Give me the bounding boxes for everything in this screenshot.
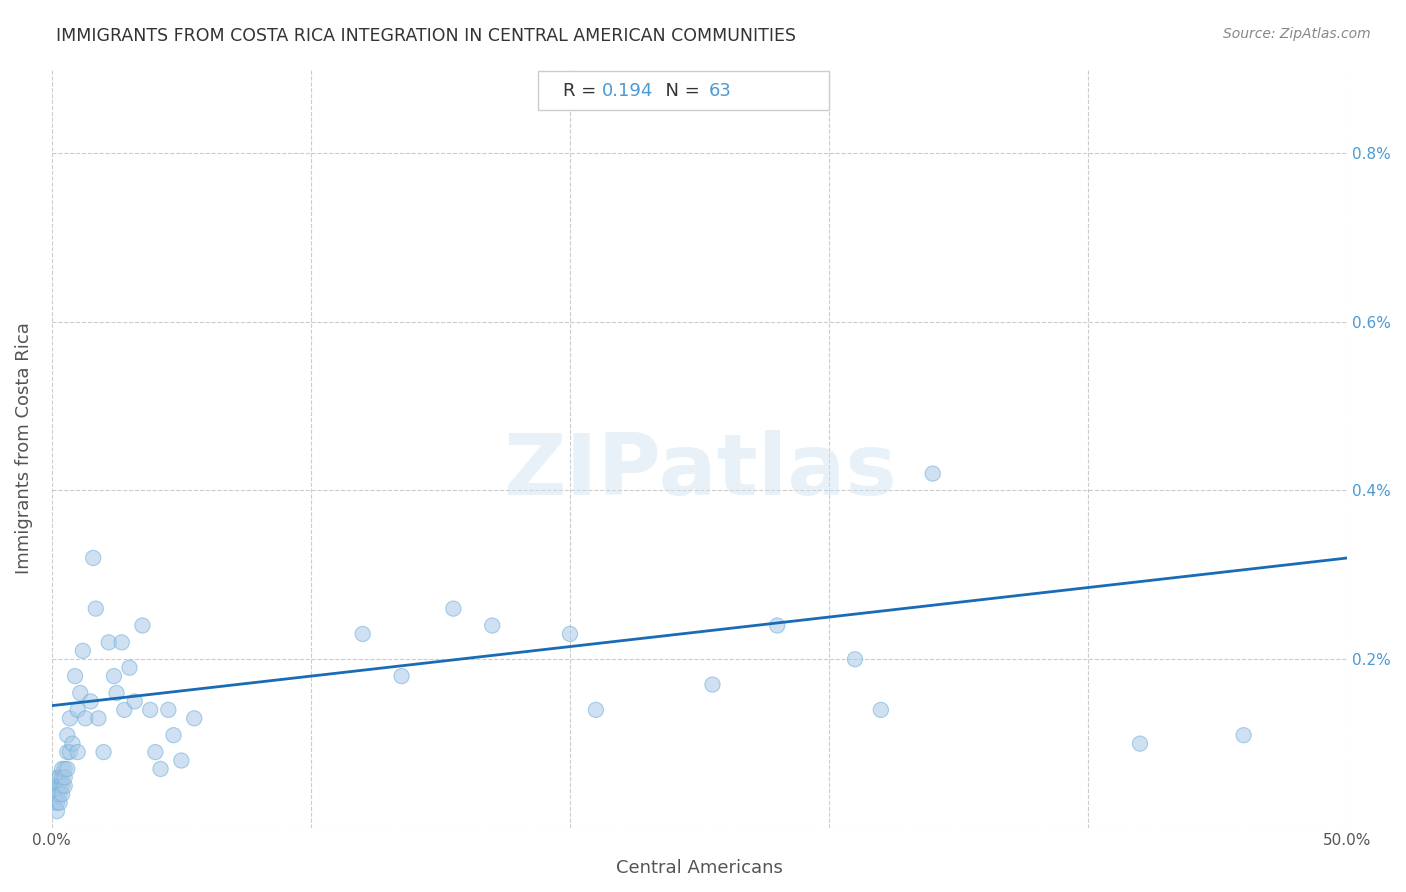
Point: [124, 694, 146, 708]
Point: [921, 467, 943, 481]
Point: [66, 745, 89, 759]
Text: R =: R =: [564, 81, 603, 100]
Point: [75, 711, 97, 725]
Point: [702, 677, 724, 691]
Point: [56, 762, 79, 776]
Point: [48, 771, 70, 785]
Point: [844, 652, 866, 666]
Point: [170, 754, 193, 768]
Point: [48, 796, 70, 810]
Point: [131, 618, 153, 632]
Text: IMMIGRANTS FROM COSTA RICA INTEGRATION IN CENTRAL AMERICAN COMMUNITIES: IMMIGRANTS FROM COSTA RICA INTEGRATION I…: [56, 27, 796, 45]
Y-axis label: Immigrants from Costa Rica: Immigrants from Costa Rica: [15, 322, 32, 574]
Point: [352, 627, 374, 641]
Point: [45, 787, 67, 801]
Point: [79, 694, 101, 708]
Point: [51, 762, 73, 776]
Point: [157, 703, 180, 717]
Point: [766, 618, 789, 632]
Point: [558, 627, 581, 641]
Point: [82, 551, 104, 566]
Point: [51, 771, 73, 785]
Point: [139, 703, 162, 717]
Point: [118, 661, 141, 675]
Point: [53, 779, 76, 793]
Point: [45, 771, 67, 785]
Point: [48, 779, 70, 793]
Point: [1233, 728, 1256, 742]
Point: [97, 635, 120, 649]
Point: [1129, 737, 1152, 751]
FancyBboxPatch shape: [537, 70, 830, 111]
Point: [93, 745, 115, 759]
Point: [51, 787, 73, 801]
Point: [183, 711, 205, 725]
Point: [162, 728, 184, 742]
Point: [44, 796, 66, 810]
Point: [103, 669, 125, 683]
Point: [112, 703, 135, 717]
Point: [111, 635, 134, 649]
Point: [105, 686, 128, 700]
Text: ZIPatlas: ZIPatlas: [502, 430, 897, 513]
Point: [56, 728, 79, 742]
Point: [45, 796, 67, 810]
Point: [149, 762, 172, 776]
Point: [585, 703, 607, 717]
Point: [391, 669, 413, 683]
Text: 0.194: 0.194: [602, 81, 654, 100]
Text: 63: 63: [709, 81, 731, 100]
Point: [53, 762, 76, 776]
Point: [51, 779, 73, 793]
Point: [84, 601, 107, 615]
Point: [56, 745, 79, 759]
Text: Source: ZipAtlas.com: Source: ZipAtlas.com: [1223, 27, 1371, 41]
Point: [44, 779, 66, 793]
Point: [145, 745, 167, 759]
Point: [45, 804, 67, 818]
Point: [59, 745, 82, 759]
Point: [481, 618, 503, 632]
Point: [441, 601, 464, 615]
Point: [59, 711, 82, 725]
Point: [87, 711, 110, 725]
Point: [870, 703, 893, 717]
Point: [53, 771, 76, 785]
Point: [62, 737, 84, 751]
Point: [48, 787, 70, 801]
Point: [69, 686, 91, 700]
X-axis label: Central Americans: Central Americans: [616, 859, 783, 877]
Point: [72, 644, 94, 658]
Point: [63, 669, 86, 683]
Point: [66, 703, 89, 717]
Text: N =: N =: [654, 81, 706, 100]
Point: [44, 787, 66, 801]
